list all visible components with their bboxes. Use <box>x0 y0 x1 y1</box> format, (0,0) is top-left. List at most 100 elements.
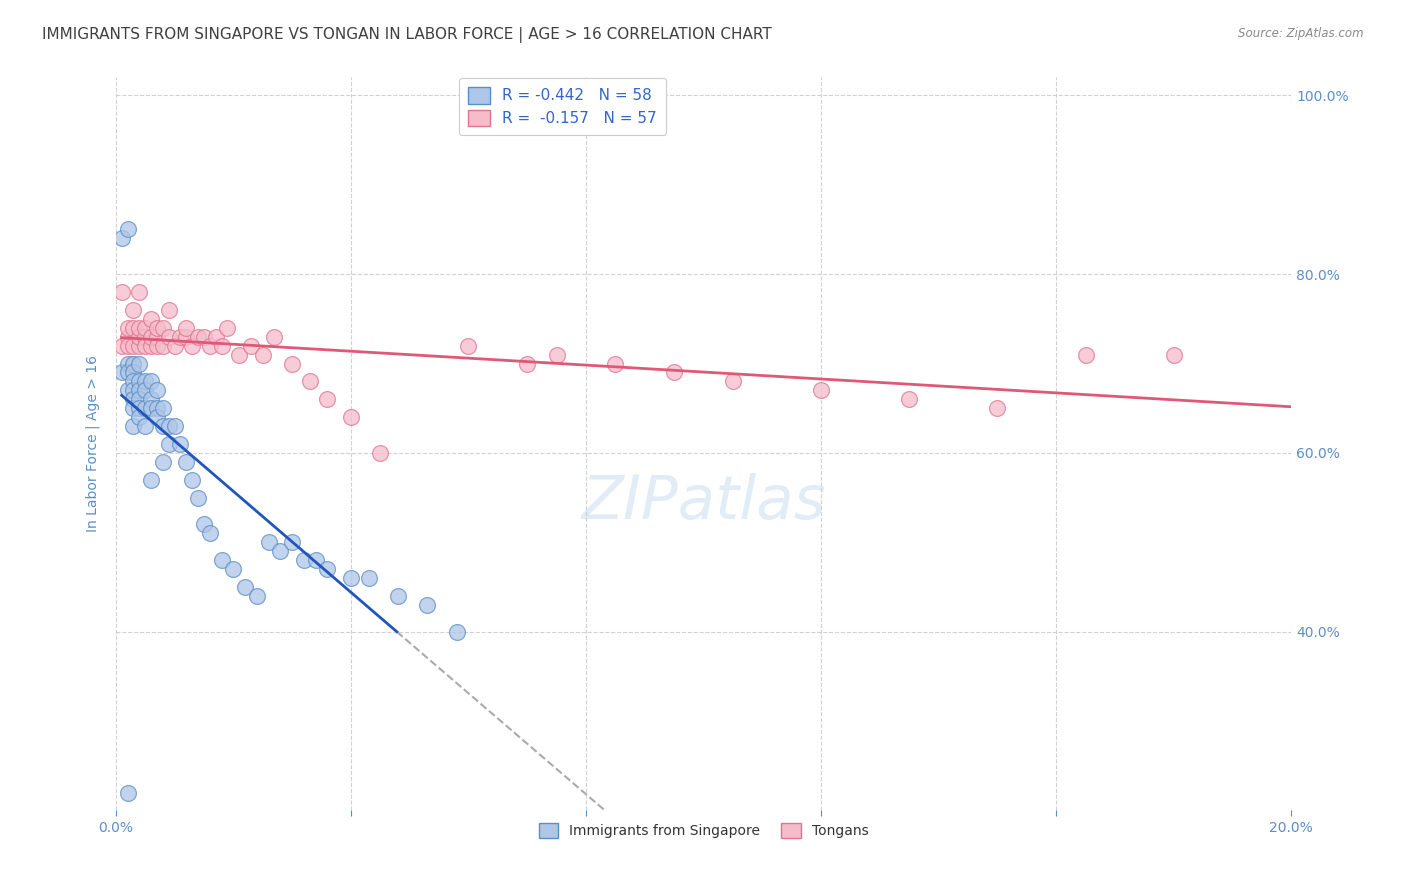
Point <box>117 338 139 352</box>
Point <box>146 338 169 352</box>
Point <box>193 517 215 532</box>
Point <box>134 338 156 352</box>
Point <box>898 392 921 407</box>
Point <box>239 338 262 352</box>
Point <box>157 419 180 434</box>
Point <box>122 419 145 434</box>
Point <box>139 473 162 487</box>
Point <box>152 401 174 416</box>
Point <box>304 553 326 567</box>
Point <box>128 320 150 334</box>
Point <box>169 437 191 451</box>
Point <box>122 375 145 389</box>
Point <box>193 329 215 343</box>
Point <box>122 302 145 317</box>
Point <box>111 285 134 299</box>
Point <box>111 366 134 380</box>
Point <box>139 401 162 416</box>
Legend: Immigrants from Singapore, Tongans: Immigrants from Singapore, Tongans <box>533 818 875 844</box>
Point <box>181 473 204 487</box>
Point <box>146 384 169 398</box>
Point <box>357 571 380 585</box>
Point <box>211 338 233 352</box>
Point <box>152 320 174 334</box>
Point <box>122 401 145 416</box>
Point <box>134 375 156 389</box>
Point <box>546 347 568 361</box>
Point <box>204 329 226 343</box>
Point <box>128 375 150 389</box>
Point <box>111 338 134 352</box>
Point <box>134 419 156 434</box>
Point <box>181 338 204 352</box>
Text: IMMIGRANTS FROM SINGAPORE VS TONGAN IN LABOR FORCE | AGE > 16 CORRELATION CHART: IMMIGRANTS FROM SINGAPORE VS TONGAN IN L… <box>42 27 772 43</box>
Point <box>187 491 209 505</box>
Point <box>252 347 274 361</box>
Point <box>128 384 150 398</box>
Point <box>269 544 291 558</box>
Point <box>128 410 150 425</box>
Point <box>152 455 174 469</box>
Point <box>169 329 191 343</box>
Point <box>416 598 439 612</box>
Point <box>139 375 162 389</box>
Point <box>233 580 256 594</box>
Point <box>605 357 627 371</box>
Point <box>986 401 1008 416</box>
Point <box>122 392 145 407</box>
Point <box>263 329 285 343</box>
Point <box>163 338 186 352</box>
Point <box>139 311 162 326</box>
Point <box>157 437 180 451</box>
Point <box>176 455 198 469</box>
Point <box>117 366 139 380</box>
Point <box>128 392 150 407</box>
Point <box>516 357 538 371</box>
Point <box>157 329 180 343</box>
Point <box>387 589 409 603</box>
Text: Source: ZipAtlas.com: Source: ZipAtlas.com <box>1239 27 1364 40</box>
Point <box>117 222 139 236</box>
Point <box>122 320 145 334</box>
Point <box>298 375 321 389</box>
Point <box>117 329 139 343</box>
Point <box>122 357 145 371</box>
Point <box>176 329 198 343</box>
Point <box>222 562 245 576</box>
Point <box>198 526 221 541</box>
Point <box>446 624 468 639</box>
Point <box>176 320 198 334</box>
Point <box>128 285 150 299</box>
Point <box>152 338 174 352</box>
Point <box>117 384 139 398</box>
Point <box>139 329 162 343</box>
Point <box>721 375 744 389</box>
Point <box>1074 347 1097 361</box>
Point <box>122 384 145 398</box>
Y-axis label: In Labor Force | Age > 16: In Labor Force | Age > 16 <box>86 356 100 533</box>
Point <box>146 320 169 334</box>
Point <box>810 384 832 398</box>
Point <box>281 357 304 371</box>
Point <box>117 786 139 800</box>
Point <box>1163 347 1185 361</box>
Text: ZIPatlas: ZIPatlas <box>581 473 825 533</box>
Point <box>139 338 162 352</box>
Point <box>128 338 150 352</box>
Point <box>340 571 363 585</box>
Point <box>128 357 150 371</box>
Point <box>134 320 156 334</box>
Point <box>457 338 479 352</box>
Point <box>292 553 315 567</box>
Point <box>368 446 391 460</box>
Point <box>211 553 233 567</box>
Point <box>128 329 150 343</box>
Point <box>340 410 363 425</box>
Point <box>257 535 280 549</box>
Point <box>163 419 186 434</box>
Point <box>128 401 150 416</box>
Point <box>157 302 180 317</box>
Point <box>134 384 156 398</box>
Point <box>146 410 169 425</box>
Point <box>122 357 145 371</box>
